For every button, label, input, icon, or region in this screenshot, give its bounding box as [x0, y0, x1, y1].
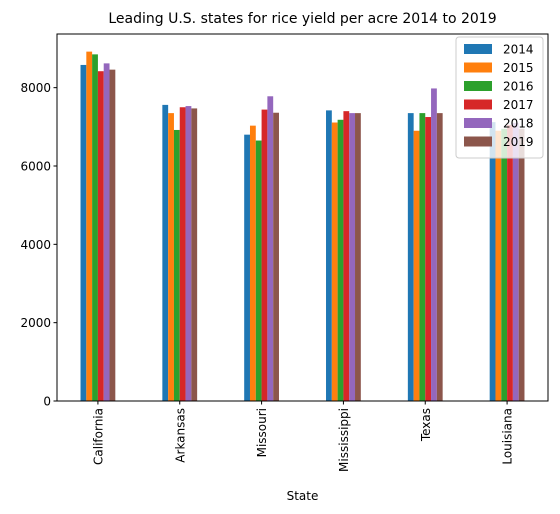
bar-missouri-2018	[267, 96, 274, 401]
legend-swatch-2017	[464, 99, 492, 110]
bar-texas-2014	[407, 113, 414, 401]
bar-missouri-2017	[261, 109, 268, 401]
y-tick-label: 4000	[20, 238, 51, 252]
legend-label-2017: 2017	[503, 98, 534, 112]
y-tick-label: 2000	[20, 316, 51, 330]
bar-california-2018	[103, 63, 110, 401]
plot-frame	[56, 33, 549, 402]
y-axis: 0 2000 4000 6000 8000	[20, 81, 57, 409]
bar-missouri-2014	[244, 134, 250, 401]
bar-missouri-2015	[249, 125, 256, 401]
bar-california-2015	[86, 51, 93, 402]
bar-louisiana-2017	[507, 124, 513, 402]
bar-mississippi-2016	[337, 119, 344, 401]
y-tick-label: 6000	[20, 159, 51, 173]
x-tick-label-mississippi: Mississippi	[337, 408, 351, 472]
x-tick-label-texas: Texas	[419, 408, 433, 442]
bar-arkansas-2015	[168, 113, 174, 401]
bar-arkansas-2017	[179, 107, 186, 401]
bar-arkansas-2016	[173, 129, 180, 401]
bar-mississippi-2018	[349, 113, 356, 401]
bar-louisiana-2018	[512, 122, 519, 402]
legend-label-2015: 2015	[503, 61, 534, 75]
bar-texas-2016	[419, 113, 426, 401]
bar-mississippi-2015	[331, 122, 338, 401]
bars-group	[80, 51, 525, 402]
legend-swatch-2015	[464, 62, 492, 73]
bar-california-2019	[109, 69, 116, 401]
legend-label-2014: 2014	[503, 43, 534, 57]
legend-label-2018: 2018	[503, 117, 534, 131]
bar-louisiana-2016	[501, 128, 508, 401]
legend: 2014 2015 2016 2017 2018 2019	[455, 36, 544, 159]
x-tick-label-california: California	[91, 408, 105, 465]
x-tick-label-louisiana: Louisiana	[501, 408, 515, 465]
bar-arkansas-2018	[185, 106, 192, 402]
legend-label-2019: 2019	[503, 135, 534, 149]
y-tick-label: 8000	[20, 81, 51, 95]
legend-swatch-2016	[464, 81, 492, 91]
bar-missouri-2019	[273, 112, 279, 401]
bar-mississippi-2019	[355, 113, 361, 401]
x-axis-label: State	[287, 489, 319, 503]
bar-california-2017	[97, 71, 104, 402]
legend-label-2016: 2016	[503, 80, 534, 94]
bar-california-2016	[92, 54, 98, 402]
bar-louisiana-2019	[518, 128, 525, 401]
legend-swatch-2014	[464, 44, 492, 54]
bar-texas-2018	[431, 88, 437, 401]
bar-mississippi-2017	[343, 111, 350, 401]
bar-louisiana-2014	[489, 122, 496, 401]
bar-texas-2017	[425, 117, 432, 401]
bar-missouri-2016	[255, 140, 262, 401]
bar-texas-2019	[436, 113, 443, 401]
y-tick-label: 0	[43, 395, 51, 409]
x-tick-label-missouri: Missouri	[255, 408, 269, 457]
bar-mississippi-2014	[326, 110, 332, 401]
legend-swatch-2019	[464, 136, 492, 147]
bar-texas-2015	[413, 130, 420, 401]
x-tick-label-arkansas: Arkansas	[173, 408, 187, 463]
bar-arkansas-2019	[191, 108, 198, 401]
bar-california-2014	[80, 64, 87, 401]
legend-swatch-2018	[464, 118, 492, 128]
bar-louisiana-2015	[495, 130, 502, 401]
bar-arkansas-2014	[162, 104, 169, 401]
x-axis: California Arkansas Missouri Mississippi Tex…	[91, 401, 515, 472]
chart-title: Leading U.S. states for rice yield per a…	[108, 11, 496, 27]
